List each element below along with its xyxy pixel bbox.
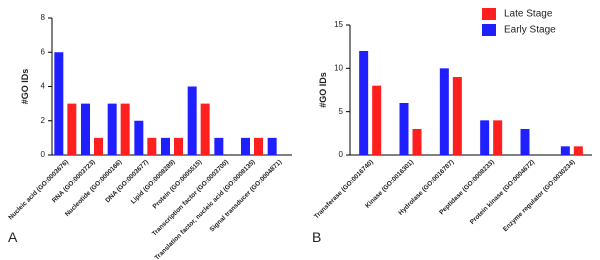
bar: [147, 137, 157, 155]
bar: [254, 137, 263, 155]
bar: [359, 51, 369, 155]
y-tick-label: 6: [41, 47, 46, 56]
bar: [94, 137, 103, 155]
bar: [439, 68, 449, 155]
x-tick-label: Translation factor, nucleic acid (GO:000…: [154, 159, 257, 260]
y-tick-label: 2: [41, 116, 46, 125]
x-tick-label: Transferase (GO:0016740): [313, 159, 375, 221]
panel-label: A: [8, 229, 18, 245]
bar: [81, 103, 90, 155]
bar: [372, 85, 382, 155]
bar: [452, 77, 462, 155]
bar: [412, 129, 422, 155]
bar: [161, 137, 170, 155]
legend-label: Early Stage: [504, 25, 556, 36]
bar: [267, 137, 277, 155]
bar: [560, 146, 570, 155]
bar: [67, 103, 77, 155]
bar: [200, 103, 210, 155]
bar: [573, 146, 583, 155]
bar: [241, 137, 250, 155]
panel-label: B: [312, 229, 321, 245]
legend-swatch: [482, 8, 496, 20]
bar: [107, 103, 117, 155]
y-axis-label: #GO IDs: [20, 69, 30, 105]
bar: [480, 120, 490, 155]
y-axis-label: #GO IDs: [318, 72, 328, 108]
legend-label: Late Stage: [504, 9, 553, 20]
y-tick-label: 4: [41, 82, 46, 91]
bar: [120, 103, 130, 155]
x-tick-label: Protein kinase (GO:0004672): [469, 159, 536, 226]
bar: [399, 103, 409, 155]
bar: [174, 137, 183, 155]
y-tick-label: 8: [41, 13, 46, 22]
bar: [134, 120, 144, 155]
x-tick-label: Protein (GO:0005515): [152, 159, 204, 211]
bar: [214, 137, 224, 155]
bar: [187, 86, 197, 155]
bar: [520, 129, 530, 155]
y-tick-label: 5: [339, 107, 344, 116]
legend-swatch: [482, 24, 496, 36]
bar: [54, 52, 64, 155]
y-tick-label: 0: [339, 150, 344, 159]
x-tick-label: Enzyme regulator (GO:0030234): [502, 159, 576, 233]
y-tick-label: 10: [334, 63, 343, 72]
bar: [493, 120, 503, 155]
y-tick-label: 15: [334, 20, 343, 29]
y-tick-label: 0: [41, 150, 46, 159]
